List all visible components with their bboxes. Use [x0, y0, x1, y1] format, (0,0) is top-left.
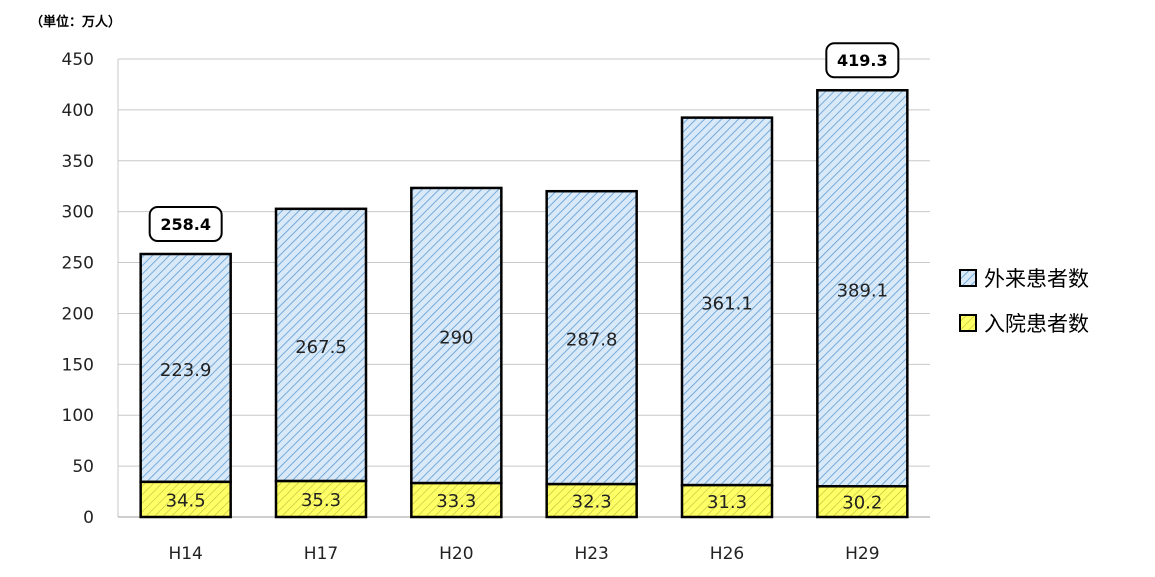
bar-label-inpatient: 34.5: [166, 490, 206, 511]
bar-inpatient: [545, 482, 638, 519]
bar-inpatient: [139, 480, 232, 519]
total-callout-box: [148, 206, 223, 243]
total-callout-box: [825, 42, 900, 79]
y-tick-label: 300: [62, 203, 94, 223]
bar-label-inpatient: 31.3: [707, 492, 747, 513]
bar-label-outpatient: 223.9: [160, 360, 212, 381]
bar-label-inpatient: 33.3: [436, 491, 476, 512]
bar-label-inpatient: 30.2: [842, 493, 882, 514]
y-tick-label: 250: [62, 254, 94, 274]
x-tick-label: H29: [845, 544, 879, 564]
bar-inpatient: [816, 485, 909, 519]
total-callout-label: 419.3: [837, 51, 888, 70]
bar-outpatient: [274, 207, 368, 483]
bar-label-inpatient: 35.3: [301, 490, 341, 511]
bar-inpatient: [680, 483, 774, 519]
bar-label-outpatient: 389.1: [837, 280, 889, 301]
bar-label-inpatient: 32.3: [572, 492, 612, 513]
total-callout-label: 258.4: [160, 215, 211, 234]
unit-label: （単位：万人）: [30, 15, 122, 30]
y-tick-label: 50: [72, 457, 94, 477]
bar-outpatient: [816, 88, 909, 488]
gridlines: [118, 58, 930, 518]
bar-outpatient: [139, 252, 232, 484]
y-tick-label: 200: [62, 304, 94, 324]
x-tick-label: H23: [574, 544, 608, 564]
y-tick-label: 150: [62, 355, 94, 375]
bar-inpatient: [274, 479, 368, 519]
bar-label-outpatient: 287.8: [566, 330, 618, 351]
bar-outpatient: [545, 189, 638, 486]
y-tick-label: 350: [62, 152, 94, 172]
y-tick-label: 400: [62, 101, 94, 121]
bar-outpatient: [410, 186, 503, 485]
y-tick-label: 100: [62, 406, 94, 426]
x-tick-label: H17: [304, 544, 338, 564]
bar-outpatient: [680, 116, 774, 487]
y-tick-label: 0: [83, 508, 94, 528]
legend-label: 入院患者数: [984, 312, 1089, 336]
legend-label: 外来患者数: [984, 267, 1089, 291]
x-tick-label: H14: [168, 544, 202, 564]
x-tick-label: H20: [439, 544, 473, 564]
bar-label-outpatient: 290: [439, 328, 473, 349]
legend-swatch: [959, 314, 977, 332]
bar-label-outpatient: 267.5: [295, 337, 347, 358]
legend-swatch: [959, 269, 977, 287]
y-tick-label: 450: [62, 50, 94, 70]
bar-inpatient: [410, 481, 503, 519]
bar-label-outpatient: 361.1: [701, 293, 753, 314]
x-tick-label: H26: [710, 544, 744, 564]
